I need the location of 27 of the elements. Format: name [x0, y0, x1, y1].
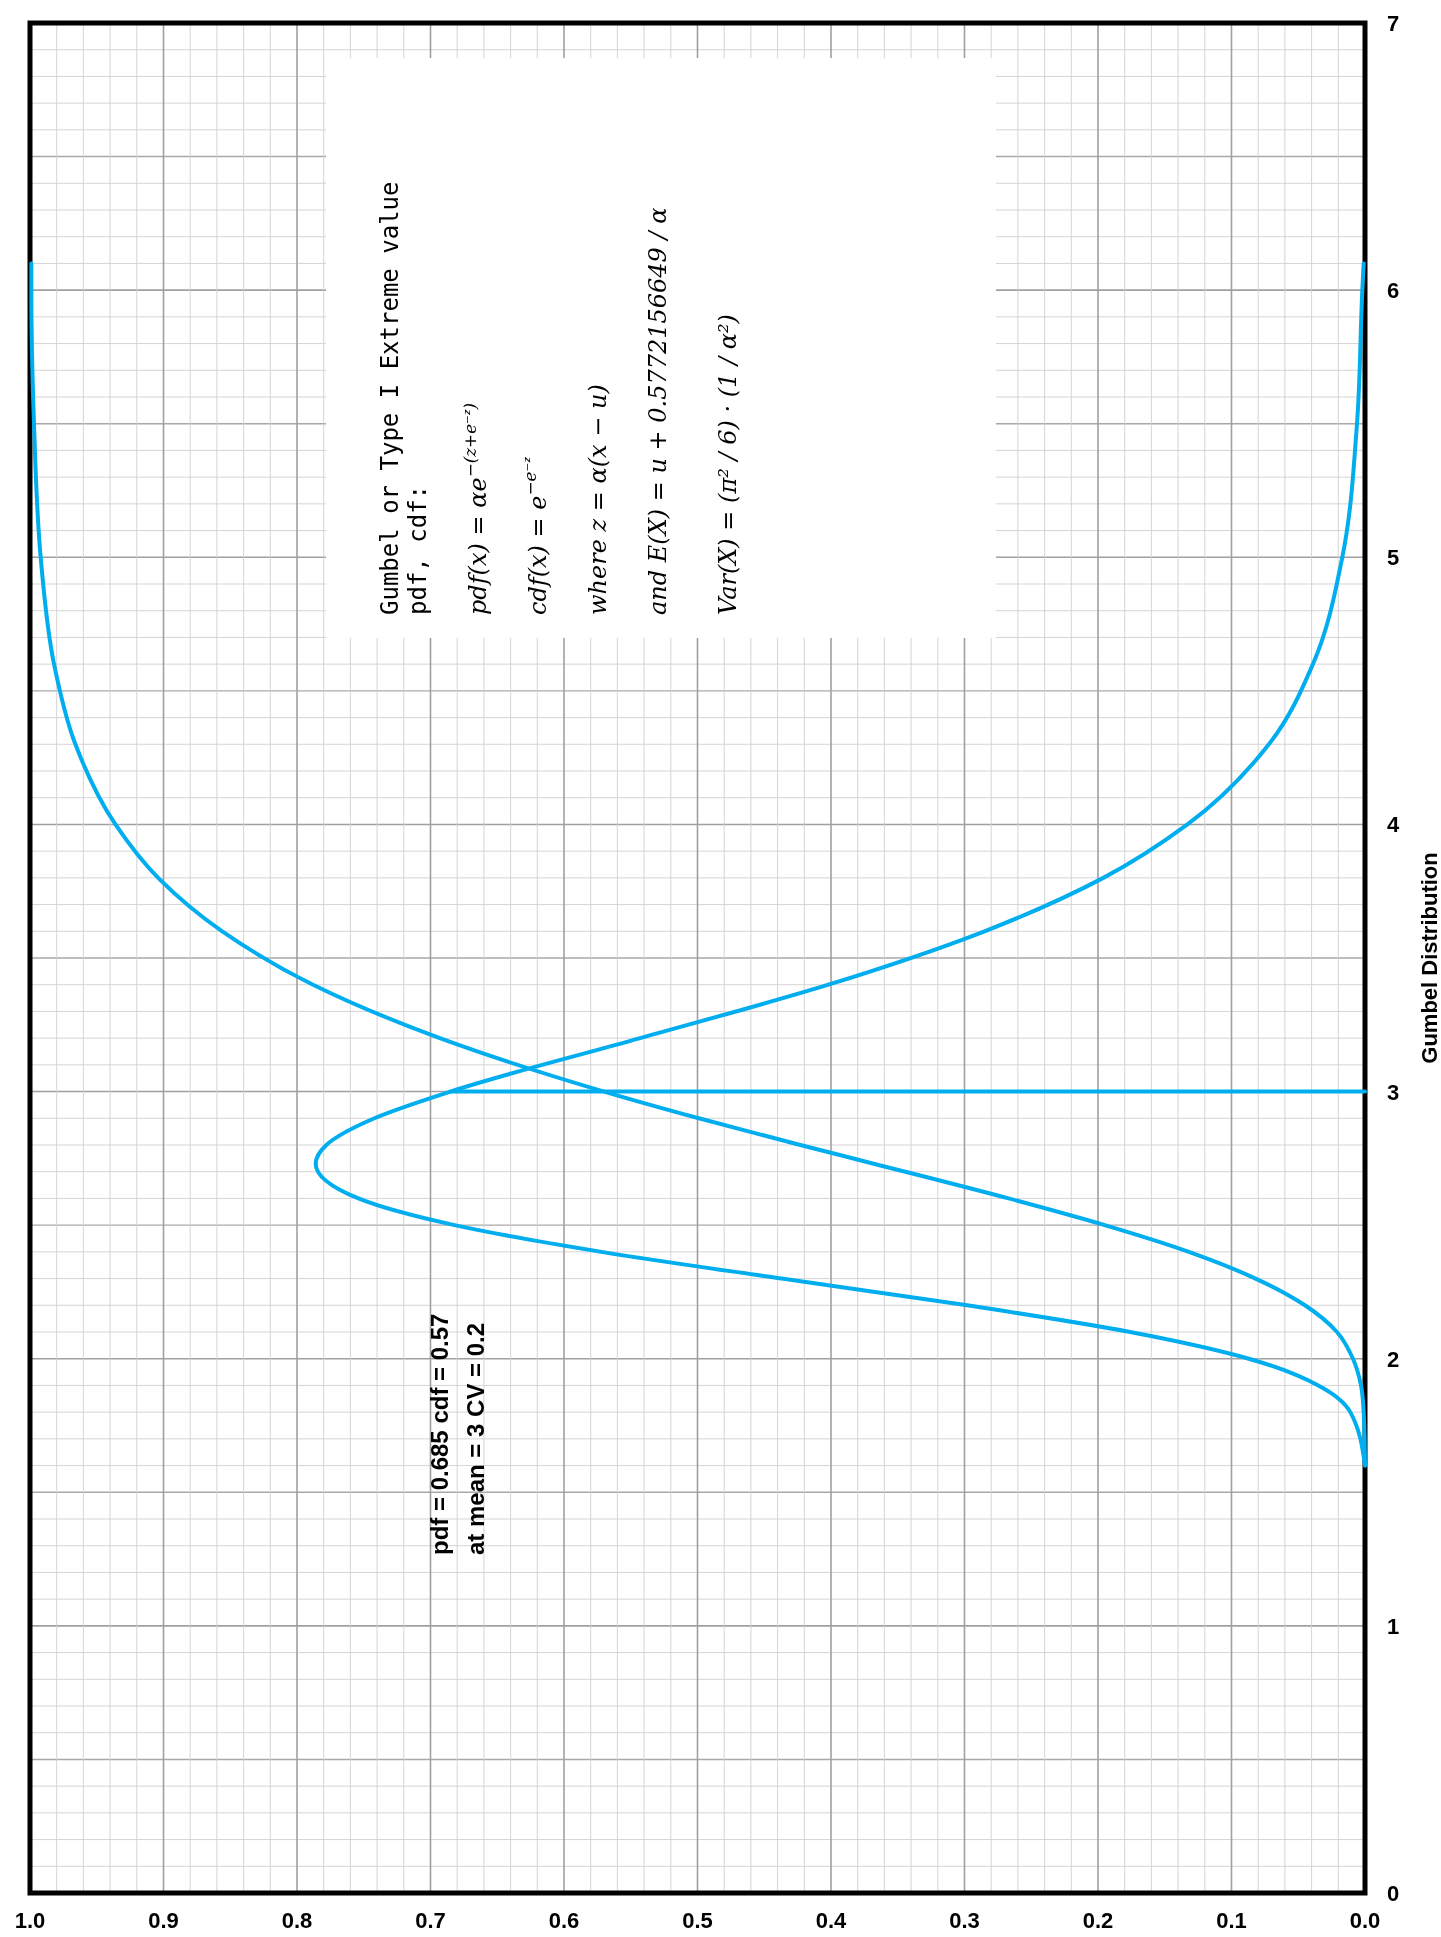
x-tick-label: 0.0 [1349, 1908, 1381, 1933]
y-tick-label: 0 [1387, 1881, 1400, 1906]
x-tick-label: 0.9 [148, 1908, 179, 1933]
x-tick-label: 1.0 [14, 1908, 46, 1933]
x-tick-label: 0.2 [1082, 1908, 1114, 1933]
x-tick-label: 0.6 [548, 1908, 580, 1933]
x-tick-label: 0.1 [1216, 1908, 1247, 1933]
annotation: Gumbel or Type I Extreme value [376, 181, 404, 615]
x-tick-label: 0.5 [682, 1908, 713, 1933]
y-axis-title: Gumbel Distribution [1417, 852, 1441, 1064]
annotation: at mean = 3 CV = 0.2 [462, 1322, 489, 1555]
x-tick-label: 0.7 [415, 1908, 446, 1933]
y-tick-label: 7 [1387, 11, 1400, 36]
annotation: and E(X) = u + 0.5772156649 / α [644, 207, 672, 615]
y-tick-label: 4 [1387, 812, 1400, 838]
y-tick-label: 3 [1387, 1079, 1400, 1105]
y-tick-label: 6 [1387, 278, 1400, 304]
y-tick-label: 1 [1387, 1613, 1400, 1639]
x-tick-label: 0.3 [949, 1908, 980, 1933]
y-tick-label: 2 [1387, 1346, 1400, 1372]
y-tick-label: 5 [1387, 545, 1400, 571]
annotation: where z = α(x − u) [584, 384, 612, 615]
x-tick-label: 0.8 [281, 1908, 313, 1933]
annotation: pdf, cdf: [404, 484, 432, 615]
annotation: pdf = 0.685 cdf = 0.57 [426, 1313, 453, 1555]
x-tick-label: 0.4 [815, 1908, 848, 1933]
annotation: Var(X) = (π² / 6) · (1 / α²) [714, 314, 742, 615]
